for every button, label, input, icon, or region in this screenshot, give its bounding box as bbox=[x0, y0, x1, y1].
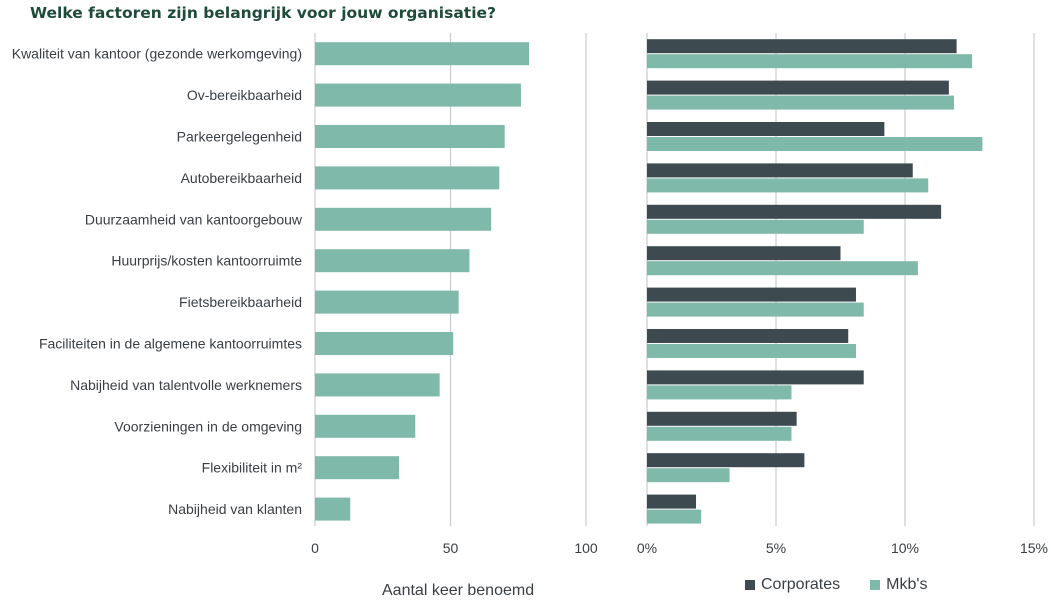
legend-item-corporates: Corporates bbox=[745, 576, 840, 594]
legend-swatch-mkb bbox=[870, 580, 881, 590]
left-bar bbox=[315, 249, 470, 273]
left-bar bbox=[315, 373, 440, 397]
chart-title: Welke factoren zijn belangrijk voor jouw… bbox=[30, 4, 497, 22]
category-label: Kwaliteit van kantoor (gezonde werkomgev… bbox=[12, 46, 302, 62]
right-bar-corporates bbox=[647, 370, 864, 385]
left-tick-label: 0 bbox=[311, 540, 319, 556]
left-bars bbox=[315, 42, 530, 521]
left-bar bbox=[315, 497, 351, 521]
right-tick-labels: 0% 5% 10% 15% bbox=[637, 540, 1048, 556]
right-bar-mkb bbox=[647, 302, 864, 317]
right-bar-mkb bbox=[647, 219, 864, 234]
category-label: Faciliteiten in de algemene kantoorruimt… bbox=[39, 336, 302, 352]
right-bar-corporates bbox=[647, 163, 913, 178]
category-label: Autobereikbaarheid bbox=[181, 170, 302, 186]
category-label: Nabijheid van klanten bbox=[168, 501, 302, 517]
legend: Corporates Mkb's bbox=[745, 576, 927, 594]
category-label: Fietsbereikbaarheid bbox=[179, 294, 302, 310]
right-bar-mkb bbox=[647, 95, 955, 110]
left-tick-label: 100 bbox=[574, 540, 598, 556]
category-label: Ov-bereikbaarheid bbox=[187, 87, 302, 103]
right-bar-mkb bbox=[647, 426, 792, 441]
right-bar-corporates bbox=[647, 246, 841, 261]
right-bar-corporates bbox=[647, 494, 697, 509]
legend-label-corporates: Corporates bbox=[761, 576, 841, 593]
right-bars bbox=[647, 39, 983, 524]
left-bar bbox=[315, 414, 416, 438]
category-labels: Kwaliteit van kantoor (gezonde werkomgev… bbox=[12, 46, 303, 517]
right-bar-mkb bbox=[647, 468, 730, 483]
left-bar bbox=[315, 456, 400, 480]
legend-swatch-corporates bbox=[745, 580, 755, 590]
right-bar-corporates bbox=[647, 39, 957, 54]
category-label: Parkeergelegenheid bbox=[177, 129, 302, 145]
category-label: Huurprijs/kosten kantoorruimte bbox=[111, 253, 302, 269]
left-bar bbox=[315, 166, 500, 190]
right-tick-label: 15% bbox=[1020, 540, 1048, 556]
right-bar-mkb bbox=[647, 54, 973, 69]
left-bar bbox=[315, 42, 530, 66]
right-bar-mkb bbox=[647, 137, 983, 151]
left-gridlines bbox=[314, 33, 587, 526]
right-tick-label: 0% bbox=[637, 540, 657, 556]
category-label: Flexibiliteit in m² bbox=[202, 460, 303, 476]
right-bar-corporates bbox=[647, 204, 942, 219]
category-label: Duurzaamheid van kantoorgebouw bbox=[85, 211, 303, 227]
right-bar-mkb bbox=[647, 344, 856, 358]
right-bar-mkb bbox=[647, 261, 918, 276]
right-tick-label: 5% bbox=[766, 540, 786, 556]
legend-item-mkb: Mkb's bbox=[870, 576, 927, 594]
category-label: Voorzieningen in de omgeving bbox=[114, 418, 302, 434]
right-bar-corporates bbox=[647, 80, 949, 95]
left-tick-labels: 0 50 100 bbox=[311, 540, 598, 556]
left-bar bbox=[315, 207, 492, 231]
right-bar-corporates bbox=[647, 329, 849, 343]
category-label: Nabijheid van talentvolle werknemers bbox=[70, 377, 302, 393]
left-tick-label: 50 bbox=[443, 540, 459, 556]
right-bar-mkb bbox=[647, 385, 792, 400]
right-bar-mkb bbox=[647, 509, 702, 524]
left-bar bbox=[315, 125, 505, 148]
left-bar bbox=[315, 332, 454, 355]
left-bar bbox=[315, 83, 521, 107]
right-bar-corporates bbox=[647, 453, 805, 468]
right-bar-corporates bbox=[647, 122, 885, 136]
right-bar-corporates bbox=[647, 411, 797, 426]
left-bar bbox=[315, 290, 459, 314]
legend-label-mkb: Mkb's bbox=[886, 576, 928, 593]
right-bar-corporates bbox=[647, 287, 856, 302]
right-gridlines bbox=[646, 33, 1035, 526]
left-x-axis-label: Aantal keer benoemd bbox=[382, 582, 535, 599]
right-bar-mkb bbox=[647, 178, 929, 193]
right-tick-label: 10% bbox=[891, 540, 919, 556]
